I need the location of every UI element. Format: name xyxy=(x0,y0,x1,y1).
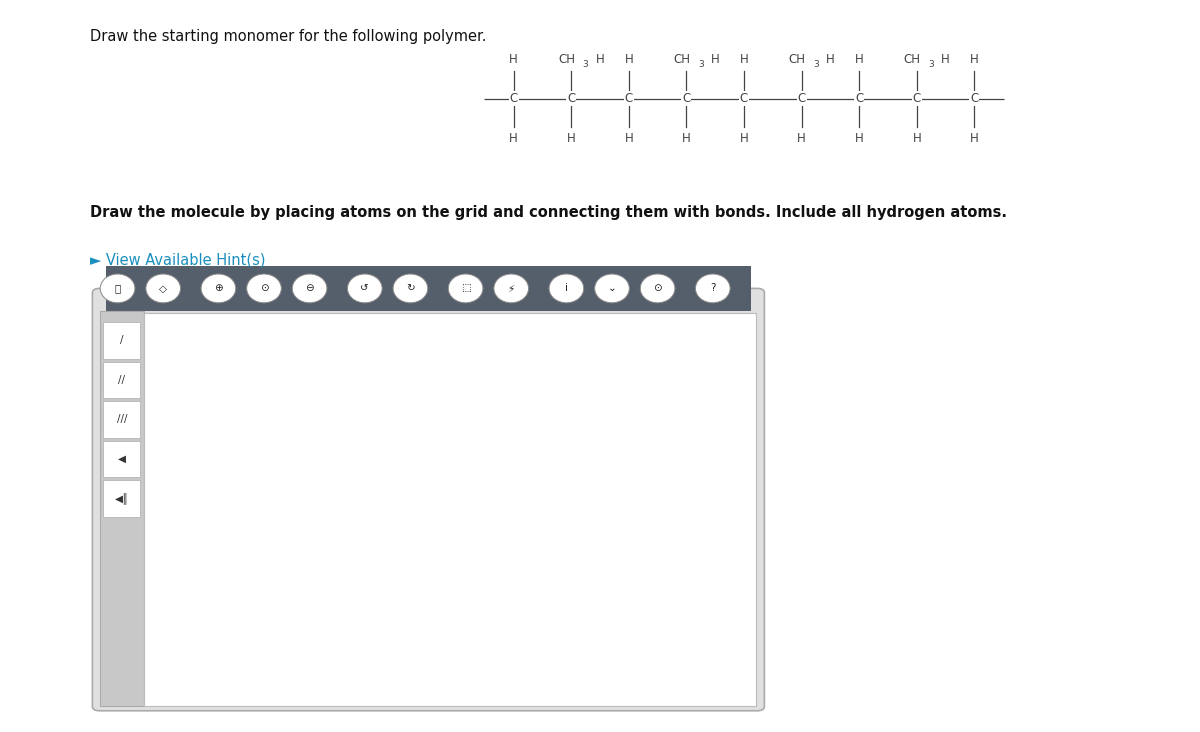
Text: H: H xyxy=(970,53,979,66)
Text: H: H xyxy=(970,132,979,145)
Text: 3: 3 xyxy=(698,60,703,69)
Text: C: C xyxy=(683,92,690,105)
Text: ⌄: ⌄ xyxy=(607,283,617,294)
Text: H: H xyxy=(710,53,720,66)
Text: ⬚: ⬚ xyxy=(461,283,470,294)
Text: ?: ? xyxy=(710,283,715,294)
Text: H: H xyxy=(509,132,518,145)
Text: ◇: ◇ xyxy=(160,283,167,294)
FancyBboxPatch shape xyxy=(106,266,751,311)
Text: ⊙: ⊙ xyxy=(259,283,269,294)
Text: CH: CH xyxy=(673,53,690,66)
FancyBboxPatch shape xyxy=(92,288,764,711)
Text: C: C xyxy=(913,92,920,105)
Text: H: H xyxy=(566,132,576,145)
Ellipse shape xyxy=(293,274,326,303)
Ellipse shape xyxy=(394,274,427,303)
Text: H: H xyxy=(912,132,922,145)
Ellipse shape xyxy=(595,274,629,303)
Text: ///: /// xyxy=(116,414,127,425)
Text: Draw the molecule by placing atoms on the grid and connecting them with bonds. I: Draw the molecule by placing atoms on th… xyxy=(90,205,1007,220)
Text: 3: 3 xyxy=(583,60,588,69)
Text: ⊕: ⊕ xyxy=(214,283,223,294)
Text: C: C xyxy=(798,92,805,105)
Text: //: // xyxy=(119,375,125,385)
FancyBboxPatch shape xyxy=(100,311,144,706)
Text: C: C xyxy=(568,92,575,105)
FancyBboxPatch shape xyxy=(144,313,756,706)
Ellipse shape xyxy=(101,274,134,303)
Text: H: H xyxy=(941,53,950,66)
Text: H: H xyxy=(682,132,691,145)
FancyBboxPatch shape xyxy=(103,401,140,438)
Text: C: C xyxy=(510,92,517,105)
Text: 3: 3 xyxy=(814,60,818,69)
Text: ⊙: ⊙ xyxy=(653,283,662,294)
Text: C: C xyxy=(625,92,632,105)
Text: H: H xyxy=(854,132,864,145)
Text: H: H xyxy=(595,53,605,66)
Text: i: i xyxy=(565,283,568,294)
Text: H: H xyxy=(624,53,634,66)
Ellipse shape xyxy=(641,274,674,303)
Text: H: H xyxy=(509,53,518,66)
Text: ⬜: ⬜ xyxy=(114,283,121,294)
Ellipse shape xyxy=(550,274,583,303)
Text: CH: CH xyxy=(558,53,575,66)
Text: C: C xyxy=(740,92,748,105)
Text: H: H xyxy=(624,132,634,145)
Text: Draw the starting monomer for the following polymer.: Draw the starting monomer for the follow… xyxy=(90,29,486,44)
Text: ↻: ↻ xyxy=(406,283,415,294)
Ellipse shape xyxy=(247,274,281,303)
Text: 3: 3 xyxy=(929,60,934,69)
Text: H: H xyxy=(739,132,749,145)
Text: H: H xyxy=(826,53,835,66)
Text: H: H xyxy=(739,53,749,66)
Ellipse shape xyxy=(202,274,235,303)
FancyBboxPatch shape xyxy=(103,362,140,398)
FancyBboxPatch shape xyxy=(103,322,140,359)
FancyBboxPatch shape xyxy=(103,441,140,477)
Ellipse shape xyxy=(494,274,528,303)
Ellipse shape xyxy=(348,274,382,303)
Text: ► View Available Hint(s): ► View Available Hint(s) xyxy=(90,253,265,267)
Text: ⚡: ⚡ xyxy=(508,283,515,294)
Text: CH: CH xyxy=(904,53,920,66)
Text: H: H xyxy=(797,132,806,145)
Text: ◀║: ◀║ xyxy=(115,493,128,504)
Text: C: C xyxy=(856,92,863,105)
Ellipse shape xyxy=(449,274,482,303)
Ellipse shape xyxy=(696,274,730,303)
Text: ↺: ↺ xyxy=(360,283,370,294)
Text: CH: CH xyxy=(788,53,805,66)
Text: H: H xyxy=(854,53,864,66)
Text: ◀: ◀ xyxy=(118,454,126,464)
Ellipse shape xyxy=(146,274,180,303)
Text: ⊖: ⊖ xyxy=(305,283,314,294)
Text: C: C xyxy=(971,92,978,105)
FancyBboxPatch shape xyxy=(103,480,140,517)
Text: /: / xyxy=(120,335,124,346)
